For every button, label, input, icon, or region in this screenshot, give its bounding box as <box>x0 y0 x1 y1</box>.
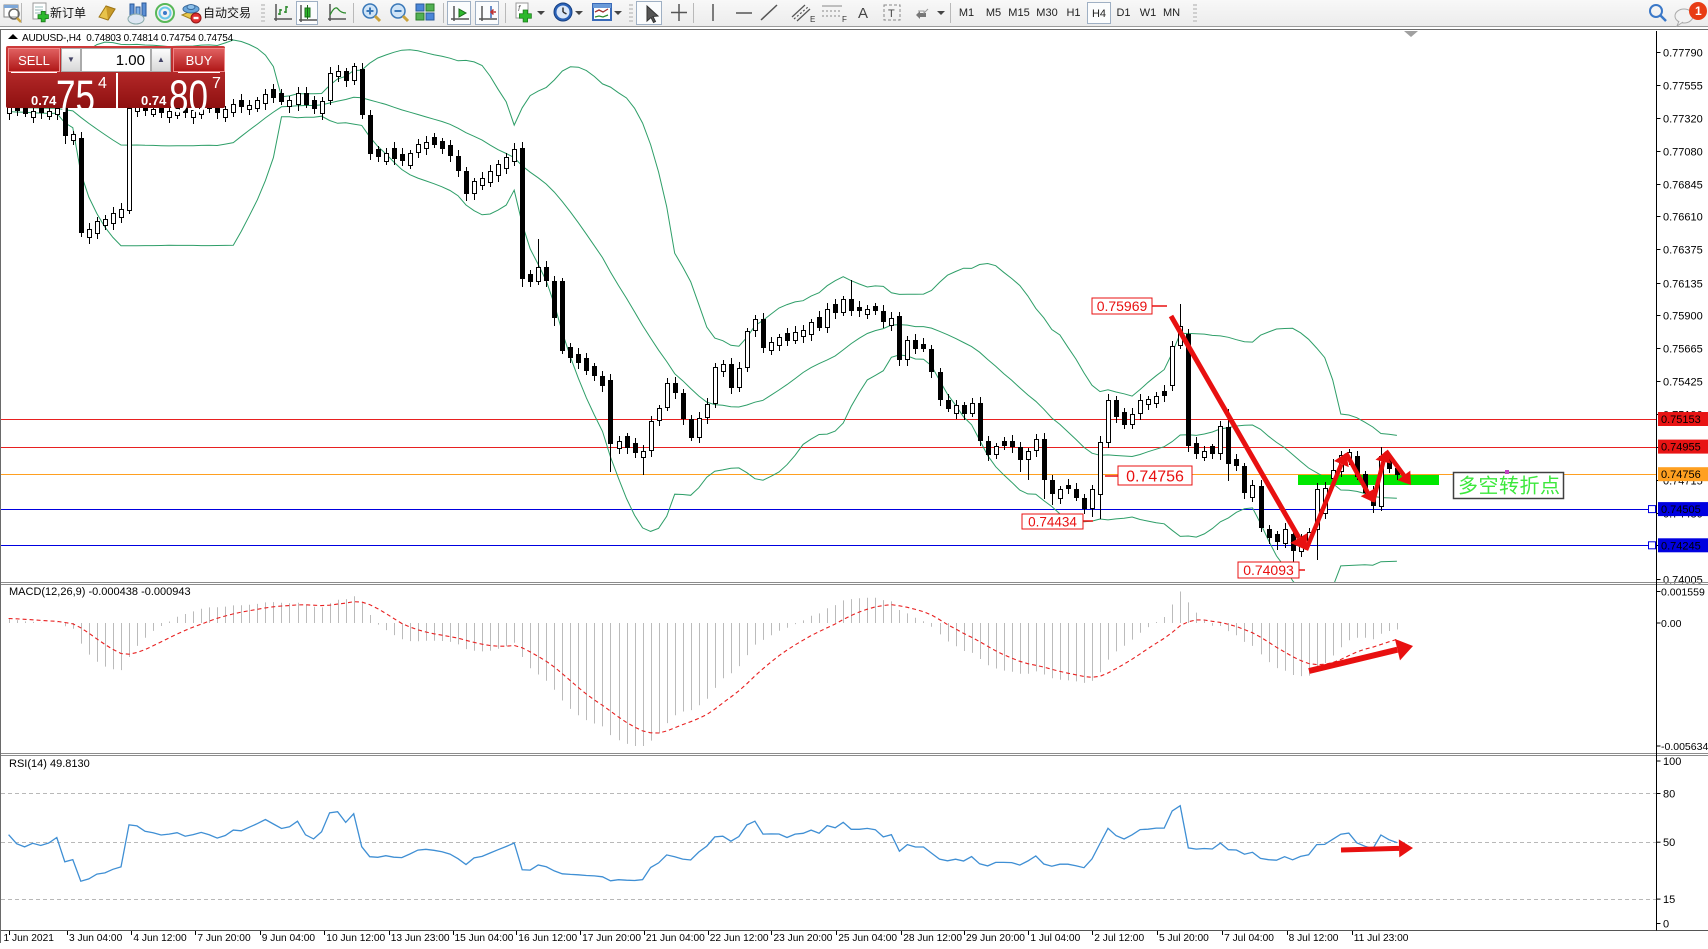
svg-text:0.75153: 0.75153 <box>1661 414 1701 426</box>
svg-text:RSI(14) 49.8130: RSI(14) 49.8130 <box>9 758 90 770</box>
svg-text:25 Jun 04:00: 25 Jun 04:00 <box>838 933 897 944</box>
svg-text:0.75900: 0.75900 <box>1663 311 1703 323</box>
svg-text:0.74093: 0.74093 <box>1243 562 1294 578</box>
svg-text:0.76610: 0.76610 <box>1663 212 1703 224</box>
svg-text:0.77790: 0.77790 <box>1663 48 1703 60</box>
svg-text:E: E <box>810 15 815 24</box>
svg-text:0.74756: 0.74756 <box>1126 468 1184 485</box>
svg-text:0.76135: 0.76135 <box>1663 279 1703 291</box>
svg-text:5 Jul 20:00: 5 Jul 20:00 <box>1159 933 1209 944</box>
svg-text:7 Jun 20:00: 7 Jun 20:00 <box>197 933 251 944</box>
svg-text:17 Jun 20:00: 17 Jun 20:00 <box>582 933 641 944</box>
svg-text:15 Jun 04:00: 15 Jun 04:00 <box>455 933 514 944</box>
svg-text:100: 100 <box>1663 756 1681 768</box>
svg-text:23 Jun 20:00: 23 Jun 20:00 <box>774 933 833 944</box>
svg-text:AUDUSD-,H4 0.74803 0.74814 0.: AUDUSD-,H4 0.74803 0.74814 0.74754 0.747… <box>22 33 234 44</box>
svg-text:13 Jun 23:00: 13 Jun 23:00 <box>391 933 450 944</box>
svg-text:80: 80 <box>1663 789 1675 801</box>
svg-text:MACD(12,26,9) -0.000438 -0.000: MACD(12,26,9) -0.000438 -0.000943 <box>9 586 191 598</box>
svg-text:0.75665: 0.75665 <box>1663 344 1703 356</box>
svg-text:-0.005634: -0.005634 <box>1661 741 1708 753</box>
svg-text:0.74005: 0.74005 <box>1663 575 1703 587</box>
svg-text:9 Jun 04:00: 9 Jun 04:00 <box>262 933 316 944</box>
svg-text:0.00: 0.00 <box>1661 618 1682 630</box>
svg-text:多空转折点: 多空转折点 <box>1458 475 1561 498</box>
svg-text:0.77320: 0.77320 <box>1663 114 1703 126</box>
svg-text:15: 15 <box>1663 894 1675 906</box>
svg-text:0.74245: 0.74245 <box>1661 540 1701 552</box>
svg-text:f: f <box>518 4 521 13</box>
svg-text:T: T <box>888 8 895 20</box>
svg-text:0.001559: 0.001559 <box>1661 587 1705 599</box>
svg-text:0.77080: 0.77080 <box>1663 147 1703 159</box>
svg-text:21 Jun 04:00: 21 Jun 04:00 <box>646 933 705 944</box>
svg-text:50: 50 <box>1663 837 1675 849</box>
svg-text:2 Jul 12:00: 2 Jul 12:00 <box>1094 933 1144 944</box>
svg-text:0.74434: 0.74434 <box>1028 514 1077 529</box>
svg-text:28 Jun 12:00: 28 Jun 12:00 <box>903 933 962 944</box>
svg-text:0.74955: 0.74955 <box>1661 442 1701 454</box>
svg-text:1 Jun 2021: 1 Jun 2021 <box>4 933 55 944</box>
svg-text:0: 0 <box>1663 919 1669 931</box>
svg-text:0.75969: 0.75969 <box>1097 298 1148 314</box>
svg-text:4 Jun 12:00: 4 Jun 12:00 <box>133 933 187 944</box>
svg-text:0.74505: 0.74505 <box>1661 504 1701 516</box>
svg-text:29 Jun 20:00: 29 Jun 20:00 <box>966 933 1025 944</box>
svg-text:3 Jun 04:00: 3 Jun 04:00 <box>69 933 123 944</box>
svg-text:0.77555: 0.77555 <box>1663 81 1703 93</box>
svg-text:16 Jun 12:00: 16 Jun 12:00 <box>518 933 577 944</box>
svg-text:0.74756: 0.74756 <box>1661 469 1701 481</box>
svg-text:0.75425: 0.75425 <box>1663 377 1703 389</box>
svg-text:22 Jun 12:00: 22 Jun 12:00 <box>710 933 769 944</box>
svg-text:F: F <box>842 15 847 24</box>
svg-text:0.76845: 0.76845 <box>1663 180 1703 192</box>
svg-text:1: 1 <box>1695 4 1702 18</box>
svg-text:0.76375: 0.76375 <box>1663 245 1703 257</box>
svg-text:11 Jul 23:00: 11 Jul 23:00 <box>1354 933 1409 944</box>
svg-text:A: A <box>858 5 868 22</box>
svg-text:7 Jul 04:00: 7 Jul 04:00 <box>1224 933 1274 944</box>
svg-text:8 Jul 12:00: 8 Jul 12:00 <box>1289 933 1339 944</box>
svg-text:1 Jul 04:00: 1 Jul 04:00 <box>1030 933 1080 944</box>
svg-text:10 Jun 12:00: 10 Jun 12:00 <box>326 933 385 944</box>
